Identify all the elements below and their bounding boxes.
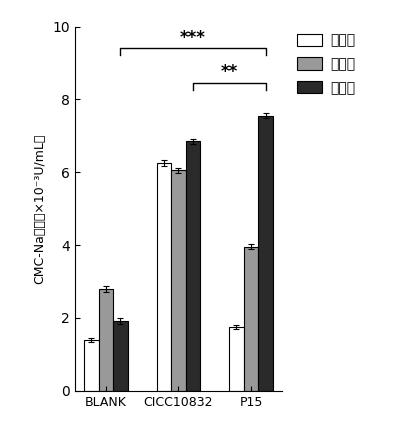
Bar — [186, 141, 200, 391]
Text: **: ** — [221, 63, 238, 81]
Bar — [258, 116, 273, 391]
Bar — [113, 321, 128, 391]
Bar — [229, 327, 244, 391]
Bar — [157, 163, 171, 391]
Y-axis label: CMC-Na酶活（×10⁻³U/mL）: CMC-Na酶活（×10⁻³U/mL） — [34, 134, 46, 284]
Bar — [244, 247, 258, 391]
Bar — [84, 340, 99, 391]
Legend: 第三天, 第五天, 第十天: 第三天, 第五天, 第十天 — [298, 34, 356, 95]
Text: ***: *** — [180, 29, 206, 47]
Bar — [99, 289, 113, 391]
Bar — [171, 170, 186, 391]
